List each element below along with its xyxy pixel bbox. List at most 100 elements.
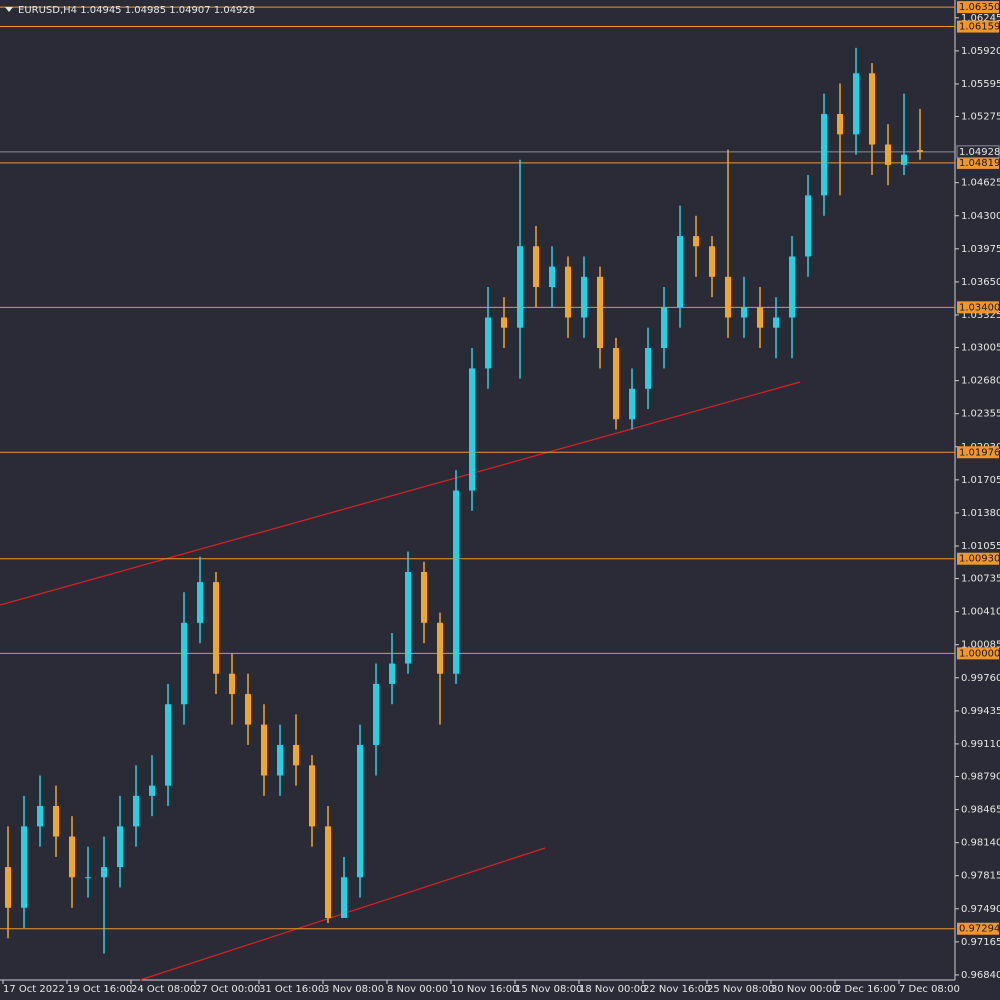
candle-body (261, 724, 267, 776)
menu-triangle[interactable] (5, 7, 13, 12)
candle-body (901, 154, 907, 165)
candle-body (181, 622, 187, 705)
candle-body (213, 582, 219, 674)
candle-body (149, 785, 155, 796)
x-tick-label: 17 Oct 2022 (3, 984, 65, 995)
y-tick-label: 0.99435 (961, 706, 1000, 717)
level-label-box (957, 156, 999, 169)
candle-body (405, 571, 411, 664)
candle-body (437, 622, 443, 674)
level-label-box (957, 446, 999, 459)
y-tick-label: 1.04625 (961, 178, 1000, 189)
candle-body (629, 388, 635, 420)
x-tick-label: 31 Oct 16:00 (259, 984, 324, 995)
candle-body (533, 246, 539, 287)
y-tick-label: 1.05920 (961, 46, 1000, 57)
candle-body (69, 836, 75, 878)
candle-body (869, 73, 875, 145)
y-tick-label: 1.04300 (961, 211, 1000, 222)
y-tick-label: 1.05595 (961, 79, 1000, 90)
levels (0, 6, 955, 930)
candle-body (165, 704, 171, 786)
level-label-box (957, 1, 999, 14)
level-label: 0.97294 (959, 924, 1000, 935)
y-tick-label: 1.03975 (961, 244, 1000, 255)
candle-body (597, 276, 603, 349)
y-tick-label: 0.98140 (961, 838, 1000, 849)
y-tick-label: 0.96840 (961, 970, 1000, 981)
y-tick-label: 1.06245 (961, 13, 1000, 24)
y-tick-label: 0.99760 (961, 673, 1000, 684)
x-tick-label: 3 Nov 08:00 (323, 984, 384, 995)
x-tick-label: 30 Nov 00:00 (771, 984, 838, 995)
x-tick-label: 27 Oct 00:00 (195, 984, 260, 995)
level-label: 1.03400 (959, 302, 1000, 313)
y-tick-label: 0.97490 (961, 904, 1000, 915)
chart-title: EURUSD,H4 1.04945 1.04985 1.04907 1.0492… (18, 5, 255, 16)
x-tick-label: 2 Dec 16:00 (835, 984, 896, 995)
candle-body (789, 256, 795, 318)
candle-body (133, 795, 139, 827)
y-tick-label: 1.00085 (961, 640, 1000, 651)
level-label: 1.00930 (959, 554, 1000, 565)
candle-body (613, 348, 619, 420)
candle-body (293, 744, 299, 766)
x-tick-label: 24 Oct 08:00 (131, 984, 196, 995)
y-tick-label: 0.97165 (961, 937, 1000, 948)
trend-line (0, 381, 801, 606)
y-tick-label: 1.03005 (961, 343, 1000, 354)
candle-body (485, 317, 491, 369)
level-label: 1.06159 (959, 22, 1000, 33)
candle-body (549, 266, 555, 287)
candle-body (837, 113, 843, 135)
candle-body (309, 765, 315, 827)
y-tick-label: 1.05275 (961, 112, 1000, 123)
candle-body (229, 673, 235, 695)
y-tick-label: 0.99110 (961, 739, 1000, 750)
y-tick-label: 1.00410 (961, 607, 1000, 618)
candle-body (885, 144, 891, 165)
candle-body (357, 744, 363, 878)
candle-body (725, 276, 731, 318)
level-label: 1.01976 (959, 447, 1000, 458)
y-tick-label: 0.98790 (961, 771, 1000, 782)
candle-body (581, 276, 587, 318)
candle-body (277, 744, 283, 776)
y-tick-label: 1.01705 (961, 475, 1000, 486)
level-label-box (957, 20, 999, 33)
candle-body (5, 867, 11, 908)
candle-body (693, 236, 699, 247)
level-label-box (957, 922, 999, 935)
candle-body (421, 571, 427, 623)
x-tick-label: 15 Nov 08:00 (515, 984, 582, 995)
candle-body (773, 317, 779, 328)
candle-body (21, 826, 27, 908)
candle-body (853, 73, 859, 135)
candle-body (469, 368, 475, 491)
candles (5, 47, 923, 954)
y-tick-label: 1.01380 (961, 508, 1000, 519)
y-tick-label: 1.01055 (961, 541, 1000, 552)
candle-body (741, 307, 747, 318)
x-tick-label: 19 Oct 16:00 (67, 984, 132, 995)
candle-body (325, 826, 331, 918)
level-label-box (957, 647, 999, 660)
candle-body (85, 877, 91, 879)
y-tick-label: 1.02355 (961, 409, 1000, 420)
y-tick-label: 1.00735 (961, 574, 1000, 585)
candle-body (821, 113, 827, 196)
x-tick-label: 8 Nov 00:00 (387, 984, 448, 995)
candle-body (453, 490, 459, 674)
candle-body (661, 307, 667, 349)
candle-body (501, 317, 507, 328)
price-label-box (956, 145, 1000, 159)
y-tick-label: 0.97815 (961, 871, 1000, 882)
candle-body (677, 236, 683, 308)
candle-body (917, 150, 923, 152)
x-tick-label: 25 Nov 08:00 (707, 984, 774, 995)
candle-body (37, 806, 43, 827)
